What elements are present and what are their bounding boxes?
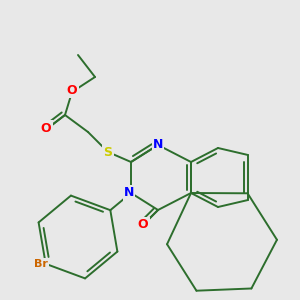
Text: N: N xyxy=(153,139,163,152)
Text: Br: Br xyxy=(34,259,48,269)
Text: N: N xyxy=(124,187,134,200)
Text: S: S xyxy=(103,146,112,158)
Text: O: O xyxy=(67,83,77,97)
Text: O: O xyxy=(41,122,51,134)
Text: O: O xyxy=(138,218,148,232)
